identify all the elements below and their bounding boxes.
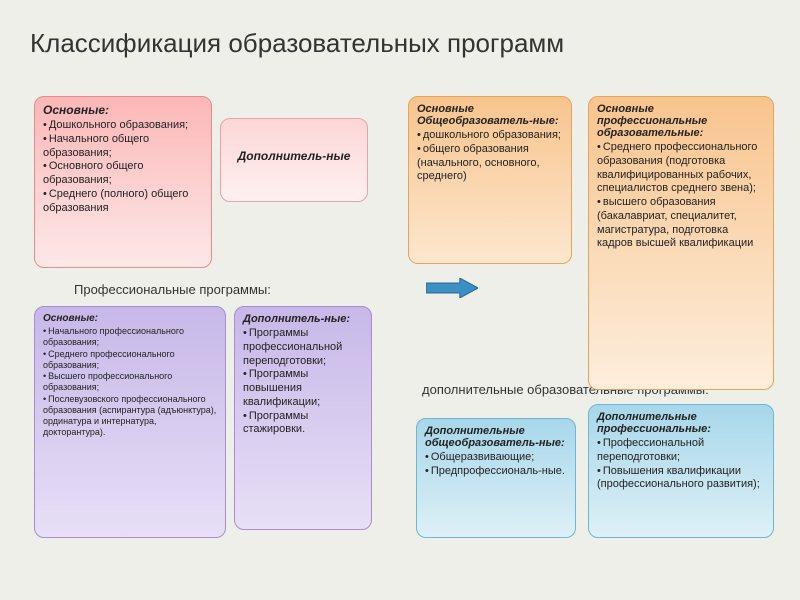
box-dop-prof: Дополнительные профессиональные:Професси…	[588, 404, 774, 538]
box-list-item: Среднего профессионального образования;	[43, 349, 217, 372]
box-heading: Дополнитель-ные:	[243, 313, 363, 325]
box-list-item: Программы профессиональной переподготовк…	[243, 327, 363, 368]
box-list: Общеразвивающие;Предпрофессиональ-ные.	[425, 451, 567, 479]
arrow-icon	[426, 278, 478, 298]
box-list-item: Начального профессионального образования…	[43, 326, 217, 349]
box-heading: Дополнительные общеобразователь-ные:	[425, 425, 567, 449]
page-title: Классификация образовательных программ	[30, 28, 564, 59]
box-list: дошкольного образования;общего образован…	[417, 129, 563, 184]
box-list-item: Послевузовского профессионального образо…	[43, 394, 217, 439]
box-list-item: Повышения квалификации (профессиональног…	[597, 465, 765, 493]
box-list: Дошкольного образования;Начального общег…	[43, 119, 203, 215]
box-list-item: Предпрофессиональ-ные.	[425, 465, 567, 479]
box-list-item: Среднего (полного) общего образования	[43, 188, 203, 216]
section-label-0: Профессиональные программы:	[74, 282, 271, 297]
box-list: Среднего профессионального образования (…	[597, 141, 765, 251]
box-prof-left: Основные: Начального профессионального об…	[34, 306, 226, 538]
diagram-canvas: Классификация образовательных программ П…	[0, 0, 800, 600]
box-list-item: общего образования (начального, основног…	[417, 143, 563, 184]
box-heading: Основные профессиональные образовательны…	[597, 103, 765, 139]
box-list-item: Дошкольного образования;	[43, 119, 203, 133]
box-list-item: Программы стажировки.	[243, 410, 363, 438]
box-heading: Основные Общеобразователь-ные:	[417, 103, 563, 127]
box-dop-general: Дополнительные общеобразователь-ные:Обще…	[416, 418, 576, 538]
box-list-item: дошкольного образования;	[417, 129, 563, 143]
box-list-item: Высшего профессионального образования;	[43, 371, 217, 394]
box-list-item: высшего образования (бакалавриат, специа…	[597, 196, 765, 251]
box-main-left: Основные: Дошкольного образования;Начальн…	[34, 96, 212, 268]
box-heading: Основные:	[43, 313, 217, 324]
box-list-item: Программы повышения квалификации;	[243, 368, 363, 409]
box-list-item: Общеразвивающие;	[425, 451, 567, 465]
box-prof-center: Дополнитель-ные: Программы профессиональн…	[234, 306, 372, 530]
box-list-item: Профессиональной переподготовки;	[597, 437, 765, 465]
box-list-item: Среднего профессионального образования (…	[597, 141, 765, 196]
box-list: Программы профессиональной переподготовк…	[243, 327, 363, 437]
box-heading: Дополнительные профессиональные:	[597, 411, 765, 435]
box-list: Профессиональной переподготовки;Повышени…	[597, 437, 765, 492]
box-main-center: Основные Общеобразователь-ные:дошкольног…	[408, 96, 572, 264]
box-dop-top: Дополнитель-ные	[220, 118, 368, 202]
box-heading: Основные:	[43, 103, 203, 117]
box-list-item: Основного общего образования;	[43, 160, 203, 188]
box-main-right: Основные профессиональные образовательны…	[588, 96, 774, 390]
box-heading: Дополнитель-ные	[229, 149, 359, 163]
box-list: Начального профессионального образования…	[43, 326, 217, 439]
box-list-item: Начального общего образования;	[43, 133, 203, 161]
